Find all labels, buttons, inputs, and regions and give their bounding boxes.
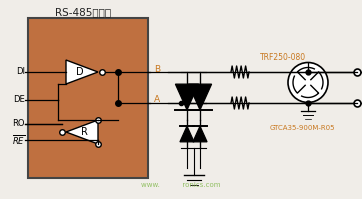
Polygon shape (188, 84, 212, 110)
Polygon shape (176, 84, 199, 110)
Text: R: R (81, 127, 88, 137)
Text: DE: DE (13, 96, 25, 104)
Text: D: D (76, 67, 84, 77)
Text: DI: DI (16, 67, 25, 76)
Text: RS-485收发器: RS-485收发器 (55, 7, 111, 17)
Polygon shape (66, 120, 98, 144)
Circle shape (288, 62, 328, 102)
Polygon shape (193, 126, 207, 142)
Bar (28, 18, 148, 178)
Text: GTCA35-900M-R05: GTCA35-900M-R05 (270, 125, 336, 131)
Text: RO: RO (13, 120, 25, 129)
Text: www.          ronics.com: www. ronics.com (141, 182, 221, 188)
Text: B: B (154, 64, 160, 73)
Text: TRF250-080: TRF250-080 (260, 54, 306, 62)
Text: A: A (154, 96, 160, 104)
Polygon shape (180, 126, 194, 142)
Polygon shape (66, 60, 98, 84)
Text: $\overline{RE}$: $\overline{RE}$ (12, 133, 25, 147)
